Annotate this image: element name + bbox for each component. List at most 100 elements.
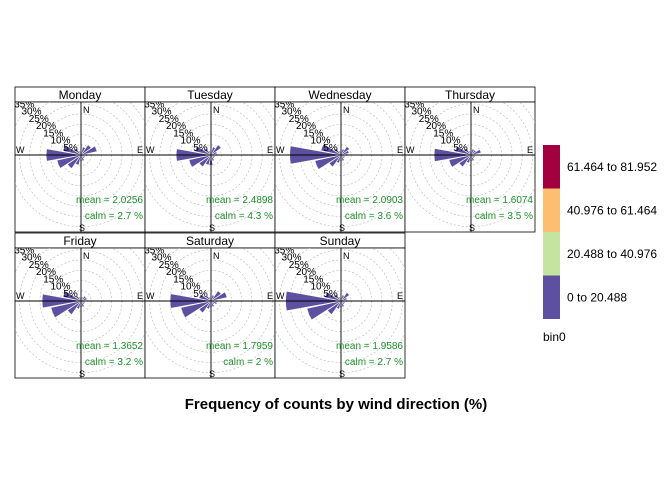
compass-label-n: N <box>213 251 220 261</box>
mean-label: mean = 1.3652 <box>76 341 143 352</box>
compass-label-e: E <box>267 291 273 301</box>
wind-bar-nw <box>203 147 212 156</box>
radial-tick-label: 30% <box>411 107 431 118</box>
wind-bar-ssw <box>205 154 212 166</box>
wind-bar-ene <box>210 291 228 302</box>
compass-label-s: S <box>339 369 345 379</box>
compass-label-n: N <box>213 105 220 115</box>
radial-tick-label: 10% <box>310 282 330 293</box>
radial-tick-label: 25% <box>159 260 179 271</box>
chart-title: Frequency of counts by wind direction (%… <box>185 396 488 413</box>
compass-label-w: W <box>276 291 285 301</box>
radial-tick-label: 25% <box>289 114 309 125</box>
radial-tick-label: 35% <box>274 245 294 256</box>
radial-tick-label: 10% <box>180 282 200 293</box>
radial-tick-label: 10% <box>180 136 200 147</box>
mean-label: mean = 2.4898 <box>206 195 273 206</box>
wind-bar-sw <box>198 300 212 314</box>
wind-bar-nnw <box>208 296 212 302</box>
radial-tick-label: 35% <box>14 245 34 256</box>
legend: 0 to 20.488 20.488 to 40.976 40.976 to 61.… <box>543 145 657 344</box>
legend-label-3: 61.464 to 81.952 <box>567 160 657 174</box>
wind-bar-wsw <box>306 300 342 321</box>
radial-tick-label: 30% <box>281 107 301 118</box>
radial-tick-label: 20% <box>166 267 186 278</box>
compass-label-w: W <box>146 291 155 301</box>
radial-tick-label: 10% <box>50 136 70 147</box>
compass-label-w: W <box>146 145 155 155</box>
radial-tick-label: 35% <box>404 99 424 110</box>
wind-bar-ssw <box>75 154 82 166</box>
radial-tick-label: 10% <box>310 136 330 147</box>
radial-tick-label: 20% <box>36 267 56 278</box>
wind-bar-nw <box>333 147 342 156</box>
radial-tick-label: 25% <box>159 114 179 125</box>
wind-bar-sw <box>328 154 342 168</box>
wind-bar-nnw <box>338 296 342 302</box>
radial-tick-label: 5% <box>453 143 468 154</box>
mean-label: mean = 2.0256 <box>76 195 143 206</box>
radial-tick-label: 35% <box>144 245 164 256</box>
compass-label-e: E <box>267 145 273 155</box>
wind-bar-nnw <box>78 296 82 302</box>
calm-label: calm = 4.3 % <box>215 211 273 222</box>
compass-label-n: N <box>343 105 350 115</box>
radial-tick-label: 15% <box>173 274 193 285</box>
radial-tick-label: 20% <box>426 121 446 132</box>
compass-label-s: S <box>469 223 475 233</box>
panel-strip-label: Friday <box>63 234 96 248</box>
wind-bar-nnw <box>208 150 212 156</box>
wind-bar-nw <box>205 295 212 302</box>
wind-bar-nw <box>75 295 82 302</box>
mean-label: mean = 1.7959 <box>206 341 273 352</box>
legend-label-0: 0 to 20.488 <box>567 290 627 304</box>
wind-bar-ne <box>210 290 222 302</box>
compass-label-n: N <box>83 105 90 115</box>
panel-strip-label: Saturday <box>186 234 234 248</box>
calm-label: calm = 3.6 % <box>345 211 403 222</box>
calm-label: calm = 2.7 % <box>85 211 143 222</box>
wind-bar-wnw <box>320 143 342 156</box>
mean-label: mean = 1.9586 <box>336 341 403 352</box>
wind-bar-sw <box>327 300 342 315</box>
wind-bar-wsw <box>448 154 472 168</box>
compass-label-n: N <box>83 251 90 261</box>
radial-tick-label: 25% <box>289 260 309 271</box>
wind-bar-nnw <box>468 150 472 156</box>
radial-tick-label: 25% <box>419 114 439 125</box>
radial-tick-label: 30% <box>151 107 171 118</box>
panel-frame <box>14 101 146 233</box>
radial-tick-label: 5% <box>63 143 78 154</box>
wind-bar-ene <box>470 149 482 156</box>
radial-tick-label: 15% <box>173 128 193 139</box>
mean-label: mean = 2.0903 <box>336 195 403 206</box>
wind-bar-ne <box>210 144 222 156</box>
radial-tick-label: 15% <box>433 128 453 139</box>
compass-label-e: E <box>527 145 533 155</box>
wind-bar-ne <box>80 144 92 156</box>
wind-bar-nw <box>463 147 472 156</box>
radial-tick-label: 15% <box>303 128 323 139</box>
panel-strip-label: Tuesday <box>187 88 233 102</box>
panel-strip-label: Wednesday <box>308 88 371 102</box>
radial-tick-label: 20% <box>166 121 186 132</box>
radial-tick-label: 5% <box>323 143 338 154</box>
wind-bar-ene <box>80 145 98 156</box>
wind-bar-ne <box>340 146 350 156</box>
radial-tick-label: 30% <box>21 107 41 118</box>
legend-label-2: 40.976 to 61.464 <box>567 203 657 217</box>
radial-tick-label: 35% <box>144 99 164 110</box>
radial-tick-label: 5% <box>63 289 78 300</box>
wind-bar-wnw <box>198 294 212 302</box>
wind-bar-ene <box>340 150 350 156</box>
